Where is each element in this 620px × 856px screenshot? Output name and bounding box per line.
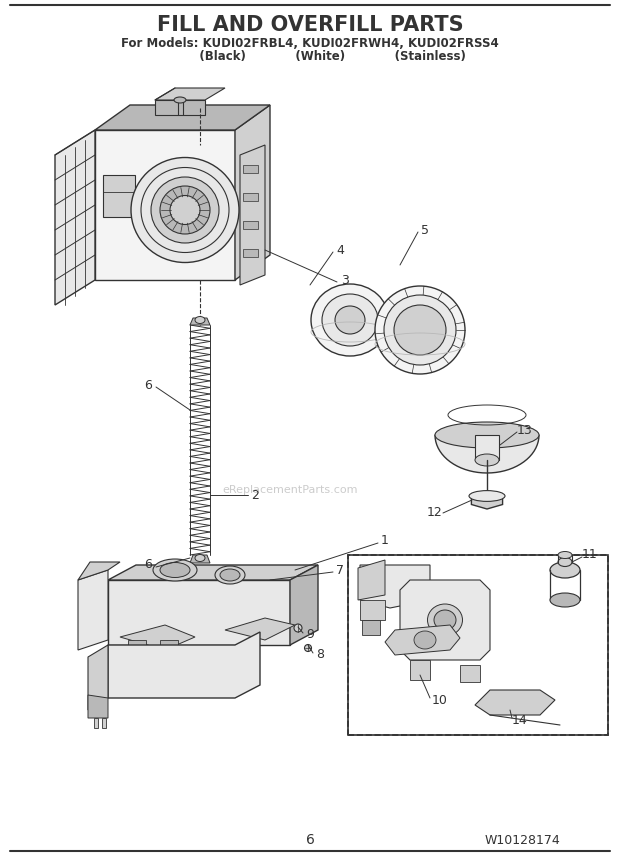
Bar bbox=[243, 221, 258, 229]
Ellipse shape bbox=[151, 177, 219, 243]
Polygon shape bbox=[235, 105, 270, 280]
Text: 1: 1 bbox=[381, 533, 389, 546]
Polygon shape bbox=[362, 620, 380, 635]
Polygon shape bbox=[88, 645, 108, 710]
Ellipse shape bbox=[311, 284, 389, 356]
Polygon shape bbox=[225, 618, 295, 640]
Text: 14: 14 bbox=[512, 714, 528, 727]
Ellipse shape bbox=[215, 566, 245, 584]
Polygon shape bbox=[435, 435, 539, 473]
Text: FILL AND OVERFILL PARTS: FILL AND OVERFILL PARTS bbox=[157, 15, 463, 35]
Ellipse shape bbox=[375, 286, 465, 374]
Ellipse shape bbox=[475, 454, 499, 466]
Text: 6: 6 bbox=[144, 378, 152, 391]
Polygon shape bbox=[475, 690, 555, 715]
Polygon shape bbox=[94, 718, 98, 728]
Polygon shape bbox=[155, 100, 205, 115]
Polygon shape bbox=[471, 491, 503, 509]
Polygon shape bbox=[55, 130, 95, 305]
Polygon shape bbox=[95, 130, 235, 280]
Text: 10: 10 bbox=[432, 693, 448, 706]
Text: 9: 9 bbox=[306, 628, 314, 641]
Text: (Black)            (White)            (Stainless): (Black) (White) (Stainless) bbox=[154, 50, 466, 62]
Polygon shape bbox=[240, 145, 265, 285]
Polygon shape bbox=[102, 718, 106, 728]
Text: W10128174: W10128174 bbox=[484, 834, 560, 847]
Text: 13: 13 bbox=[517, 424, 533, 437]
Ellipse shape bbox=[558, 557, 572, 567]
Polygon shape bbox=[88, 695, 108, 718]
Ellipse shape bbox=[195, 555, 205, 562]
Text: eReplacementParts.com: eReplacementParts.com bbox=[222, 485, 358, 495]
Ellipse shape bbox=[131, 158, 239, 263]
Ellipse shape bbox=[322, 294, 378, 346]
Polygon shape bbox=[108, 580, 290, 645]
Polygon shape bbox=[155, 88, 225, 100]
Ellipse shape bbox=[384, 295, 456, 365]
Polygon shape bbox=[95, 105, 270, 130]
Ellipse shape bbox=[153, 559, 197, 581]
Text: 8: 8 bbox=[316, 649, 324, 662]
Text: 3: 3 bbox=[341, 274, 349, 287]
Ellipse shape bbox=[160, 562, 190, 578]
Polygon shape bbox=[108, 565, 318, 580]
Text: 6: 6 bbox=[144, 558, 152, 572]
Polygon shape bbox=[108, 632, 260, 698]
Ellipse shape bbox=[550, 593, 580, 607]
Ellipse shape bbox=[435, 422, 539, 448]
Ellipse shape bbox=[304, 645, 311, 651]
Polygon shape bbox=[290, 565, 318, 645]
Polygon shape bbox=[460, 665, 480, 682]
Polygon shape bbox=[120, 625, 195, 650]
Polygon shape bbox=[400, 580, 490, 660]
Polygon shape bbox=[360, 565, 430, 608]
Bar bbox=[103, 175, 135, 217]
Polygon shape bbox=[160, 640, 178, 655]
Text: 11: 11 bbox=[582, 549, 598, 562]
Polygon shape bbox=[360, 600, 385, 620]
Text: 7: 7 bbox=[336, 563, 344, 576]
Polygon shape bbox=[190, 555, 210, 563]
Polygon shape bbox=[78, 562, 120, 580]
Bar bbox=[243, 193, 258, 201]
Polygon shape bbox=[358, 560, 385, 600]
Text: 12: 12 bbox=[427, 506, 443, 519]
Ellipse shape bbox=[170, 195, 200, 224]
Ellipse shape bbox=[558, 551, 572, 558]
Bar bbox=[348, 555, 608, 735]
Ellipse shape bbox=[394, 305, 446, 355]
Ellipse shape bbox=[414, 631, 436, 649]
Bar bbox=[243, 165, 258, 173]
Ellipse shape bbox=[434, 610, 456, 630]
Bar bbox=[243, 249, 258, 257]
Polygon shape bbox=[475, 435, 499, 460]
Ellipse shape bbox=[469, 490, 505, 502]
Polygon shape bbox=[78, 570, 108, 650]
Text: 6: 6 bbox=[306, 833, 314, 847]
Text: 5: 5 bbox=[421, 223, 429, 236]
Polygon shape bbox=[190, 318, 210, 325]
Ellipse shape bbox=[428, 604, 463, 636]
Ellipse shape bbox=[294, 624, 302, 632]
Ellipse shape bbox=[195, 317, 205, 324]
Ellipse shape bbox=[160, 186, 210, 234]
Bar bbox=[348, 555, 608, 735]
Polygon shape bbox=[385, 625, 460, 655]
Text: 2: 2 bbox=[251, 489, 259, 502]
Text: 4: 4 bbox=[336, 243, 344, 257]
Polygon shape bbox=[128, 640, 146, 655]
Text: For Models: KUDI02FRBL4, KUDI02FRWH4, KUDI02FRSS4: For Models: KUDI02FRBL4, KUDI02FRWH4, KU… bbox=[121, 37, 499, 50]
Ellipse shape bbox=[220, 569, 240, 581]
Ellipse shape bbox=[550, 562, 580, 578]
Polygon shape bbox=[410, 660, 430, 680]
Ellipse shape bbox=[335, 306, 365, 334]
Ellipse shape bbox=[174, 97, 186, 103]
